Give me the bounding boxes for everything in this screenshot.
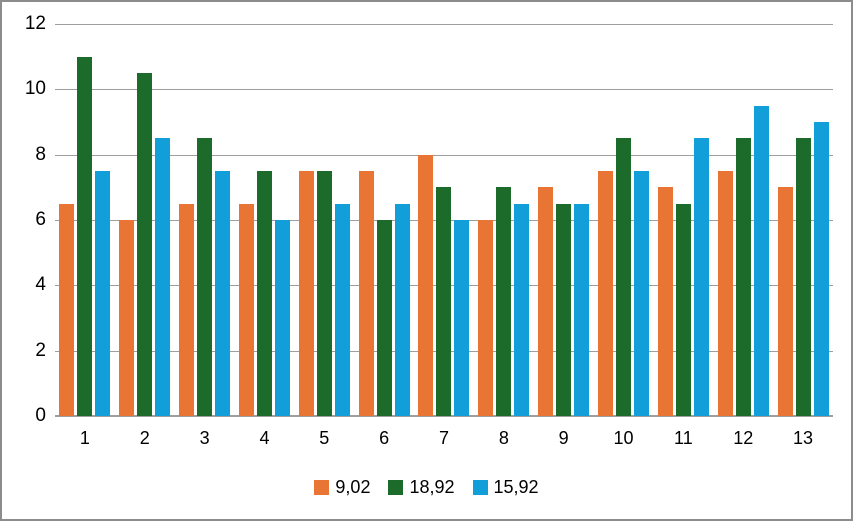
gridline <box>55 154 833 156</box>
bar-series-15,92-cat-2 <box>155 138 171 416</box>
bar-series-9,02-cat-12 <box>717 171 733 416</box>
bar-series-18,92-cat-7 <box>436 187 452 416</box>
x-axis-line <box>55 415 833 417</box>
y-tick-label: 8 <box>35 143 46 165</box>
x-axis-labels: 1 2 3 4 5 6 7 8 9 10 11 12 13 <box>55 428 833 449</box>
legend-label: 9,02 <box>335 477 371 497</box>
bar-series-15,92-cat-13 <box>813 122 829 416</box>
bar-series-9,02-cat-5 <box>298 171 314 416</box>
bar-group <box>713 24 773 416</box>
bar-series-9,02-cat-7 <box>418 154 434 416</box>
x-tick-label: 11 <box>674 428 693 448</box>
bar-group <box>653 24 713 416</box>
legend-item: 18,92 <box>388 477 455 498</box>
bar-series-15,92-cat-10 <box>634 171 650 416</box>
bar-series-15,92-cat-7 <box>454 220 470 416</box>
x-tick-label: 5 <box>319 428 330 448</box>
bar-group <box>294 24 354 416</box>
bar-series-15,92-cat-1 <box>95 171 111 416</box>
x-tick-label: 6 <box>379 428 390 448</box>
x-tick-label: 3 <box>199 428 210 448</box>
bar-series-9,02-cat-4 <box>238 203 254 416</box>
chart-legend: 9,02 18,92 15,92 <box>2 477 851 498</box>
legend-label: 15,92 <box>493 477 539 497</box>
x-tick-label: 9 <box>558 428 569 448</box>
bar-series-18,92-cat-5 <box>316 171 332 416</box>
bar-group <box>474 24 534 416</box>
legend-label: 18,92 <box>409 477 455 497</box>
bar-series-18,92-cat-2 <box>137 73 153 416</box>
bar-group <box>354 24 414 416</box>
plot-area <box>55 24 833 417</box>
legend-swatch-icon <box>314 480 330 495</box>
y-tick-label: 12 <box>24 13 46 34</box>
bar-group <box>594 24 654 416</box>
x-tick-label: 4 <box>259 428 270 448</box>
x-tick-label: 10 <box>613 428 634 448</box>
bar-series-15,92-cat-3 <box>215 171 231 416</box>
bar-series-15,92-cat-8 <box>514 203 530 416</box>
gridline <box>55 24 833 25</box>
x-tick-label: 2 <box>139 428 150 448</box>
bar-series-9,02-cat-9 <box>538 187 554 416</box>
bar-series-18,92-cat-13 <box>795 138 811 416</box>
bar-series-18,92-cat-6 <box>376 220 392 416</box>
bar-series-18,92-cat-12 <box>735 138 751 416</box>
legend-item: 15,92 <box>472 477 539 498</box>
bar-group <box>414 24 474 416</box>
bar-series-15,92-cat-9 <box>574 203 590 416</box>
bar-series-18,92-cat-10 <box>616 138 632 416</box>
y-tick-label: 0 <box>35 405 46 426</box>
bar-series-9,02-cat-10 <box>598 171 614 416</box>
y-tick-label: 4 <box>35 274 46 296</box>
bar-group <box>534 24 594 416</box>
bar-group <box>235 24 295 416</box>
bar-group <box>115 24 175 416</box>
bar-series-15,92-cat-12 <box>753 105 769 416</box>
bar-series-18,92-cat-11 <box>675 203 691 416</box>
x-tick-label: 1 <box>79 428 90 448</box>
legend-item: 9,02 <box>314 477 370 498</box>
bar-group <box>175 24 235 416</box>
bar-series-18,92-cat-8 <box>496 187 512 416</box>
legend-swatch-icon <box>388 480 404 495</box>
y-tick-label: 10 <box>24 78 46 100</box>
bar-series-18,92-cat-1 <box>77 56 93 416</box>
x-tick-label: 8 <box>498 428 509 448</box>
bar-series-18,92-cat-9 <box>556 203 572 416</box>
bar-series-18,92-cat-4 <box>256 171 272 416</box>
y-tick-label: 6 <box>35 209 46 230</box>
legend-swatch-icon <box>472 480 488 495</box>
bar-group <box>773 24 833 416</box>
bars-layer <box>55 24 833 416</box>
bar-series-15,92-cat-4 <box>274 220 290 416</box>
y-tick-label: 2 <box>35 339 46 361</box>
bar-series-9,02-cat-2 <box>119 220 135 416</box>
bar-series-15,92-cat-5 <box>334 203 350 416</box>
bar-series-9,02-cat-13 <box>777 187 793 416</box>
bar-series-9,02-cat-3 <box>179 203 195 416</box>
bar-series-9,02-cat-11 <box>657 187 673 416</box>
bar-series-9,02-cat-8 <box>478 220 494 416</box>
bar-series-9,02-cat-1 <box>59 203 75 416</box>
bar-series-15,92-cat-6 <box>394 203 410 416</box>
bar-series-18,92-cat-3 <box>197 138 213 416</box>
bar-group <box>55 24 115 416</box>
gridline <box>55 89 833 91</box>
bar-series-15,92-cat-11 <box>693 138 709 416</box>
x-tick-label: 13 <box>793 428 814 448</box>
x-tick-label: 12 <box>733 428 754 448</box>
x-tick-label: 7 <box>438 428 449 448</box>
bar-series-9,02-cat-6 <box>358 171 374 416</box>
